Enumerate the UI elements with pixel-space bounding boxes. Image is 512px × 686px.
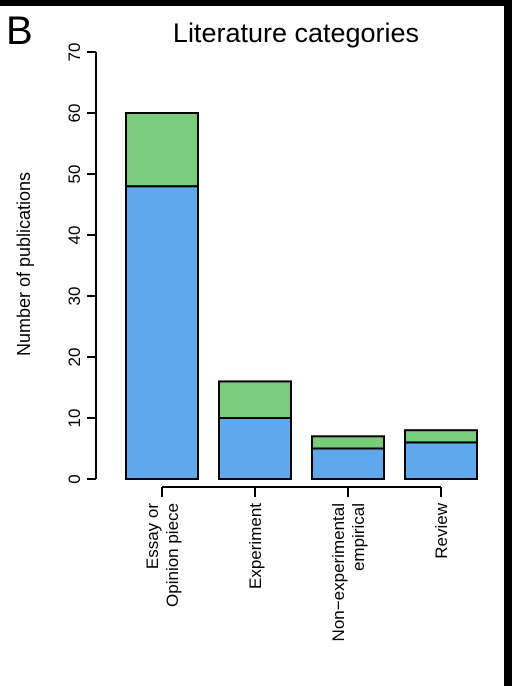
x-tick-label: Experiment bbox=[246, 503, 265, 589]
y-tick-label: 60 bbox=[65, 104, 84, 123]
y-axis: 0 10 20 30 40 50 60 70 bbox=[65, 43, 97, 484]
panel-label: B bbox=[6, 9, 33, 53]
bar-segment-s0-c0 bbox=[125, 185, 199, 480]
bar-segment-s0-c1 bbox=[218, 417, 292, 480]
y-tick-label: 40 bbox=[65, 226, 84, 245]
y-axis-label: Number of publications bbox=[14, 172, 34, 356]
bar-segment-s0-c2 bbox=[311, 447, 385, 480]
y-tick-label: 20 bbox=[65, 348, 84, 367]
x-axis: Essay or Opinion piece Experiment Non−exper… bbox=[143, 486, 451, 641]
y-tick-label: 30 bbox=[65, 287, 84, 306]
x-tick-label: Non−experimental bbox=[329, 503, 348, 641]
bar-segment-s0-c3 bbox=[404, 441, 478, 480]
top-border bbox=[0, 0, 512, 6]
x-tick-label: Essay or bbox=[143, 503, 162, 569]
bar-segment-s1-c3 bbox=[404, 429, 478, 444]
y-tick-label: 0 bbox=[65, 474, 84, 483]
chart-title: Literature categories bbox=[173, 18, 419, 48]
x-tick-label: Review bbox=[432, 502, 451, 558]
y-tick-label: 10 bbox=[65, 409, 84, 428]
x-tick-label: Opinion piece bbox=[163, 503, 182, 607]
bar-segment-s1-c1 bbox=[218, 380, 292, 419]
right-border bbox=[504, 0, 512, 686]
x-tick-label: empirical bbox=[349, 503, 368, 571]
bar-segment-s1-c2 bbox=[311, 435, 385, 450]
y-tick-label: 70 bbox=[65, 43, 84, 62]
bar-segment-s1-c0 bbox=[125, 112, 199, 188]
y-tick-label: 50 bbox=[65, 165, 84, 184]
bars-group bbox=[125, 112, 478, 480]
